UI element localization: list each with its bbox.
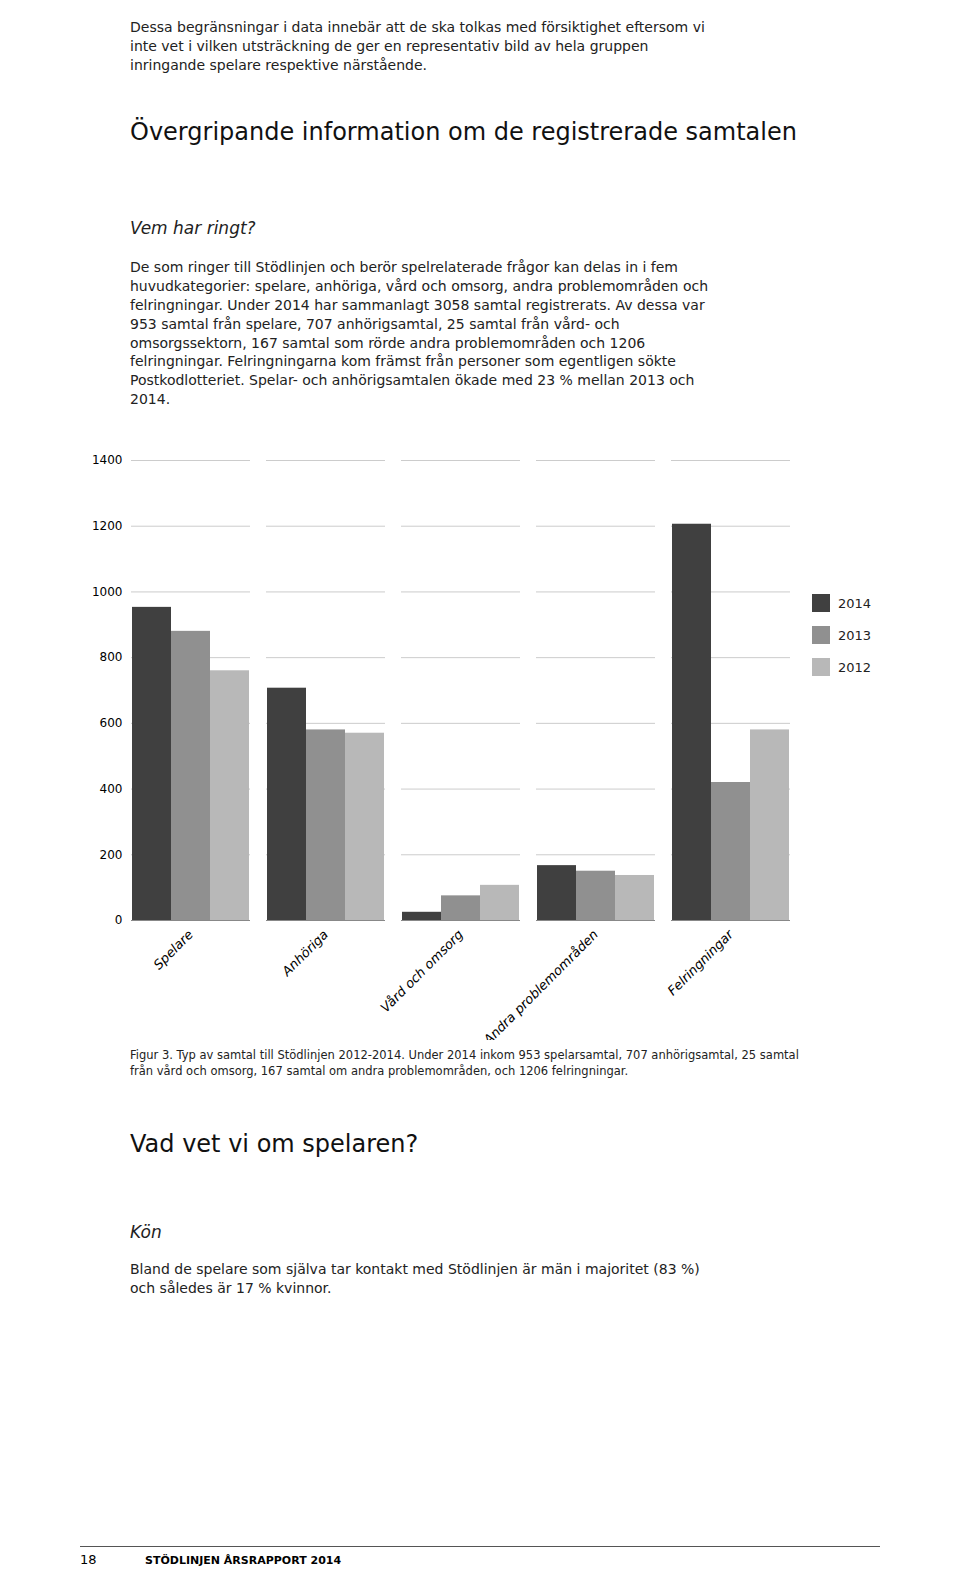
svg-text:Andra problemområden: Andra problemområden (480, 927, 601, 1040)
svg-text:600: 600 (100, 716, 123, 730)
html-text:Kön: Kön (130, 1222, 162, 1242)
html-text:18: 18 (80, 1552, 97, 1567)
svg-text:200: 200 (100, 848, 123, 862)
svg-text:Spelare: Spelare (150, 927, 196, 973)
svg-text:1000: 1000 (92, 585, 123, 599)
html-text:Bland de spelare som själva ta: Bland de spelare som själva tar kontakt … (130, 1261, 700, 1296)
svg-text:400: 400 (100, 782, 123, 796)
html-text:Dessa begränsningar i data inn: Dessa begränsningar i data innebär att d… (130, 19, 705, 73)
html-text:2013: 2013 (838, 627, 872, 643)
svg-text:Vård och omsorg: Vård och omsorg (378, 927, 467, 1016)
svg-text:1400: 1400 (92, 453, 123, 467)
svg-text:1200: 1200 (92, 519, 123, 533)
svg-text:0: 0 (115, 913, 123, 927)
html-text:2012: 2012 (838, 659, 872, 675)
svg-text:Anhöriga: Anhöriga (278, 927, 331, 980)
html-text:De som ringer till Stödlinjen: De som ringer till Stödlinjen och berör … (130, 259, 709, 408)
svg-text:800: 800 (100, 650, 123, 664)
html-text:Vem har ringt?: Vem har ringt? (130, 218, 256, 238)
html-text:Figur 3. Typ av samtal till St: Figur 3. Typ av samtal till Stödlinjen 2… (130, 1048, 799, 1078)
svg-text:Felringningar: Felringningar (665, 926, 738, 999)
html-text:STÖDLINJEN ÅRSRAPPORT 2014: STÖDLINJEN ÅRSRAPPORT 2014 (145, 1554, 342, 1567)
html-text:Vad vet vi om spelaren?: Vad vet vi om spelaren? (130, 1130, 419, 1158)
html-text:Övergripande information om de: Övergripande information om de registrer… (130, 118, 797, 146)
html-text:2014: 2014 (838, 595, 872, 611)
